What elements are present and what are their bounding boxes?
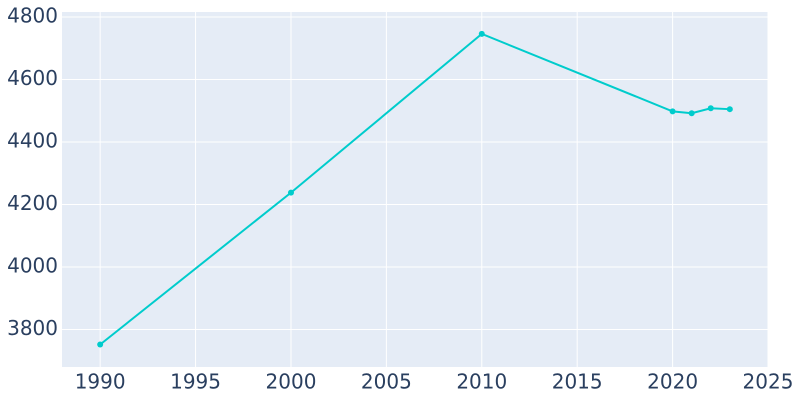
x-tick-label: 2005 (361, 370, 412, 394)
y-tick-label: 4200 (7, 191, 58, 215)
y-tick-label: 4800 (7, 4, 58, 28)
point (707, 105, 714, 112)
x-tick-label: 2000 (266, 370, 317, 394)
x-tick-label: 2020 (647, 370, 698, 394)
point (669, 108, 676, 115)
plot-area (62, 12, 768, 367)
y-tick-label: 4400 (7, 129, 58, 153)
point (726, 106, 733, 113)
point (97, 341, 104, 348)
point (478, 30, 485, 37)
x-tick-label: 1990 (75, 370, 126, 394)
x-tick-label: 2015 (552, 370, 603, 394)
x-tick-label: 2025 (743, 370, 794, 394)
point (287, 189, 294, 196)
y-tick-label: 4600 (7, 66, 58, 90)
x-tick-label: 1995 (170, 370, 221, 394)
point (688, 110, 695, 117)
x-tick-label: 2010 (456, 370, 507, 394)
y-tick-label: 4000 (7, 254, 58, 278)
y-tick-label: 3800 (7, 316, 58, 340)
